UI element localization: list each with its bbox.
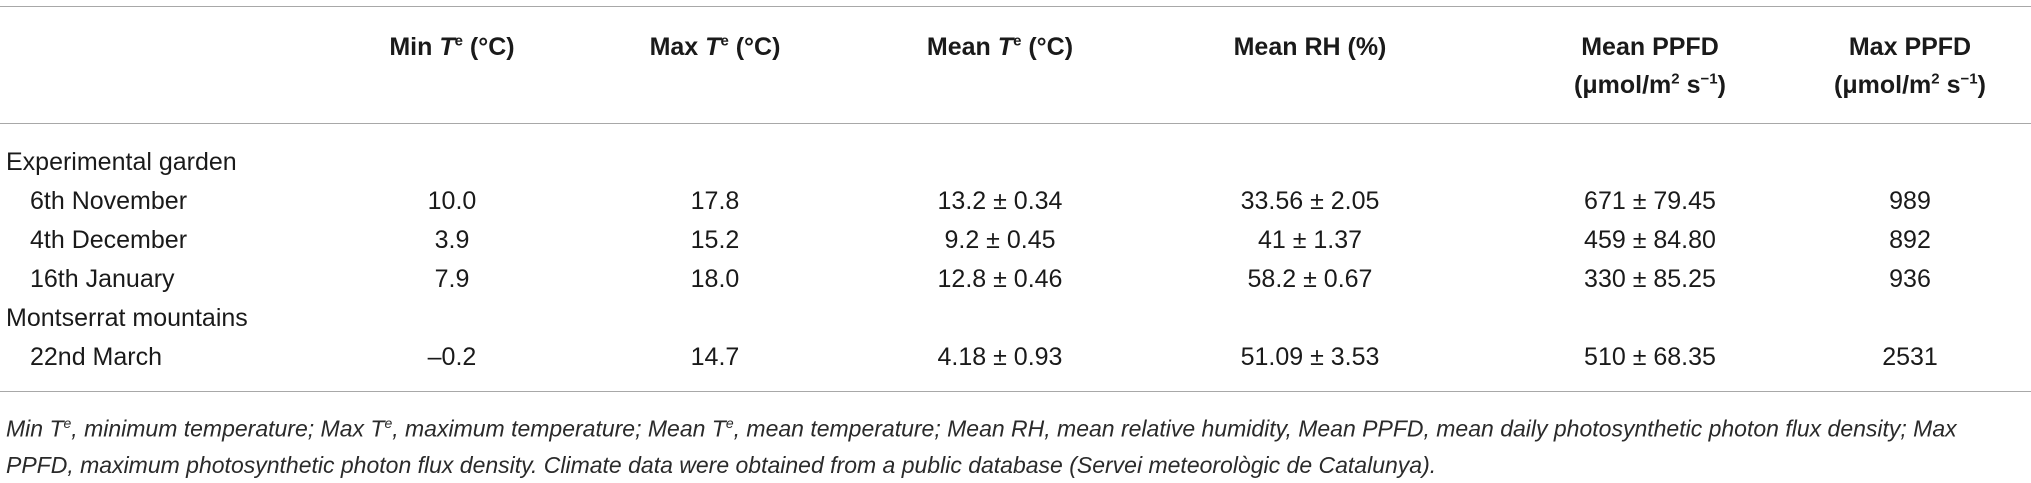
- cell-mean-te: 9.2 ± 0.45: [944, 226, 1056, 254]
- cell-max-te: 14.7: [690, 343, 740, 371]
- cell-mean-ppfd: 671 ± 79.45: [1584, 187, 1716, 215]
- footnote-part: Min T: [6, 415, 64, 442]
- header-max-te-prefix: Max: [649, 33, 706, 61]
- row-label-6th-november: 6th November: [30, 187, 188, 215]
- header-mean-ppfd-unit-sup: 2: [1671, 70, 1680, 88]
- header-max-ppfd-unit-c: ): [1977, 71, 1986, 99]
- table-footnote: Min Te, minimum temperature; Max Te, max…: [6, 405, 2006, 483]
- header-max-te-var: T: [705, 33, 721, 61]
- header-mean-ppfd-unit-b: s: [1679, 71, 1701, 99]
- cell-mean-rh: 58.2 ± 0.67: [1247, 265, 1373, 293]
- cell-max-ppfd: 892: [1889, 226, 1931, 254]
- cell-min-te: 7.9: [434, 265, 470, 293]
- header-min-te-unit: (°C): [462, 33, 515, 61]
- row-label-22nd-march: 22nd March: [30, 343, 163, 371]
- cell-mean-ppfd: 459 ± 84.80: [1584, 226, 1716, 254]
- cell-max-ppfd: 989: [1889, 187, 1931, 215]
- header-mean-ppfd-unit: (μmol/m2 s−1): [1540, 66, 1760, 104]
- cell-min-te: 3.9: [434, 226, 470, 254]
- footnote-sup: e: [63, 415, 72, 431]
- cell-max-ppfd: 2531: [1882, 343, 1938, 371]
- header-max-ppfd-unit-sup: 2: [1931, 70, 1940, 88]
- header-max-ppfd-unit-a: (μmol/m: [1834, 71, 1932, 99]
- header-rule: [0, 123, 2031, 124]
- cell-max-te: 18.0: [690, 265, 740, 293]
- header-mean-te-prefix: Mean: [926, 33, 998, 61]
- cell-mean-ppfd: 330 ± 85.25: [1584, 265, 1716, 293]
- header-max-ppfd-unit-sup2: −1: [1960, 70, 1978, 88]
- header-min-te-var: T: [439, 33, 455, 61]
- footnote-part: , minimum temperature; Max T: [71, 415, 385, 442]
- header-max-ppfd-unit-b: s: [1939, 71, 1961, 99]
- cell-min-te: –0.2: [427, 343, 477, 371]
- footnote-part: , maximum temperature; Mean T: [392, 415, 726, 442]
- footnote-part: , mean temperature; Mean RH, mean relati…: [6, 415, 1957, 478]
- header-max-ppfd-unit: (μmol/m2 s−1): [1800, 66, 2020, 104]
- cell-mean-rh: 33.56 ± 2.05: [1240, 187, 1380, 215]
- header-mean-te-var: T: [997, 33, 1014, 61]
- header-max-te: Max Te (°C): [625, 28, 805, 66]
- footnote-sup: e: [725, 415, 734, 431]
- table-bottom-rule: [0, 391, 2031, 392]
- header-min-te: Min Te (°C): [372, 28, 532, 66]
- header-max-te-sup: e: [720, 32, 729, 50]
- group-label-montserrat-mountains: Montserrat mountains: [6, 304, 248, 332]
- cell-max-te: 15.2: [690, 226, 740, 254]
- cell-mean-te: 13.2 ± 0.34: [937, 187, 1063, 215]
- header-mean-ppfd-label: Mean PPFD: [1581, 33, 1719, 61]
- cell-mean-te: 12.8 ± 0.46: [937, 265, 1063, 293]
- cell-max-te: 17.8: [690, 187, 740, 215]
- header-mean-ppfd-unit-c: ): [1717, 71, 1726, 99]
- cell-mean-rh: 41 ± 1.37: [1257, 226, 1363, 254]
- row-label-4th-december: 4th December: [30, 226, 188, 254]
- cell-mean-te: 4.18 ± 0.93: [937, 343, 1063, 371]
- header-mean-rh-label: Mean RH (%): [1233, 33, 1387, 61]
- header-min-te-prefix: Min: [389, 33, 440, 61]
- cell-max-ppfd: 936: [1889, 265, 1931, 293]
- cell-min-te: 10.0: [427, 187, 477, 215]
- header-max-ppfd: Max PPFD (μmol/m2 s−1): [1800, 28, 2020, 104]
- header-mean-te-sup: e: [1013, 32, 1022, 50]
- cell-mean-rh: 51.09 ± 3.53: [1240, 343, 1380, 371]
- header-mean-ppfd-unit-sup2: −1: [1700, 70, 1718, 88]
- header-mean-rh: Mean RH (%): [1215, 28, 1405, 66]
- header-max-ppfd-label: Max PPFD: [1848, 33, 1972, 61]
- group-label-experimental-garden: Experimental garden: [6, 148, 237, 176]
- header-mean-te-unit: (°C): [1021, 33, 1074, 61]
- footnote-sup: e: [384, 415, 393, 431]
- header-mean-ppfd-unit-a: (μmol/m: [1574, 71, 1672, 99]
- row-label-16th-january: 16th January: [30, 265, 175, 293]
- header-mean-ppfd: Mean PPFD (μmol/m2 s−1): [1540, 28, 1760, 104]
- header-min-te-sup: e: [454, 32, 463, 50]
- header-mean-te: Mean Te (°C): [900, 28, 1100, 66]
- table-top-rule: [0, 6, 2031, 7]
- header-max-te-unit: (°C): [728, 33, 781, 61]
- cell-mean-ppfd: 510 ± 68.35: [1584, 343, 1716, 371]
